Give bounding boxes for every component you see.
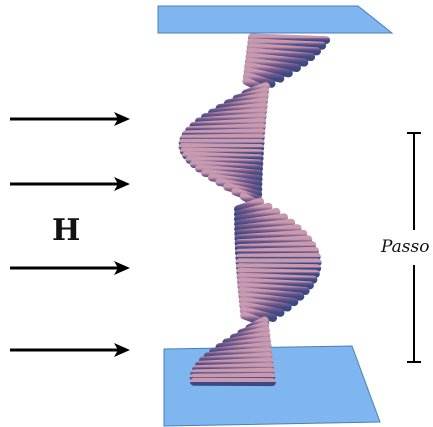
helix-molecule xyxy=(237,282,310,295)
helix-molecule xyxy=(234,229,308,243)
helix-molecule xyxy=(244,62,293,78)
helix-molecule xyxy=(234,241,317,253)
field-arrow-1 xyxy=(10,112,130,126)
helix-molecule xyxy=(182,151,264,163)
helix-molecule xyxy=(189,372,276,382)
helix-molecule xyxy=(239,301,285,317)
helix-molecule xyxy=(185,123,266,135)
helix-molecule xyxy=(203,346,273,361)
helix-molecule xyxy=(215,336,271,352)
helix-molecule xyxy=(246,47,316,61)
helix-molecule xyxy=(178,143,265,152)
helix-molecule xyxy=(234,218,296,233)
helix-molecule xyxy=(236,272,318,284)
helix-molecule xyxy=(235,263,322,273)
helix-molecule xyxy=(198,352,273,365)
field-arrow-2 xyxy=(10,177,130,191)
field-arrows xyxy=(10,112,130,357)
helix-molecule xyxy=(234,224,302,238)
field-arrow-3 xyxy=(10,261,130,275)
helix-molecule xyxy=(194,112,267,126)
helix-molecule xyxy=(246,42,321,56)
helix-molecule xyxy=(179,133,265,143)
helix-molecule xyxy=(192,362,275,374)
helix-molecule xyxy=(234,197,265,214)
helix-molecule xyxy=(243,67,285,83)
helix-molecule xyxy=(247,38,327,50)
helix-molecules xyxy=(178,33,331,387)
helix-molecule xyxy=(245,52,309,67)
helix-molecule xyxy=(234,202,273,219)
helix-molecule xyxy=(234,213,289,228)
helix-molecule xyxy=(201,107,268,122)
helix-molecule xyxy=(238,291,299,307)
helix-molecule xyxy=(235,246,319,257)
helix-molecule xyxy=(236,267,320,278)
helix-molecule xyxy=(234,235,313,248)
helix-molecule xyxy=(181,128,266,139)
pitch-bracket xyxy=(407,132,421,363)
field-arrow-4 xyxy=(10,343,130,357)
field-label: H xyxy=(52,213,80,248)
helix-molecule xyxy=(237,287,305,301)
helix-molecule xyxy=(235,252,321,262)
helix-molecule xyxy=(239,306,277,322)
helix-molecule xyxy=(190,367,275,378)
pitch-label: Passo xyxy=(380,237,430,257)
helix-molecule xyxy=(189,117,267,130)
helix-molecule xyxy=(234,207,281,224)
helix-molecule xyxy=(238,296,292,312)
helix-molecule xyxy=(236,277,314,290)
helix-molecule xyxy=(179,147,264,158)
helix-molecule xyxy=(209,341,272,356)
top-plate xyxy=(157,5,394,34)
helix-molecule xyxy=(244,57,301,72)
helix-molecule xyxy=(185,155,264,168)
helix-molecule xyxy=(248,33,331,45)
helix-molecule xyxy=(189,160,263,173)
helix-molecule xyxy=(195,357,274,369)
